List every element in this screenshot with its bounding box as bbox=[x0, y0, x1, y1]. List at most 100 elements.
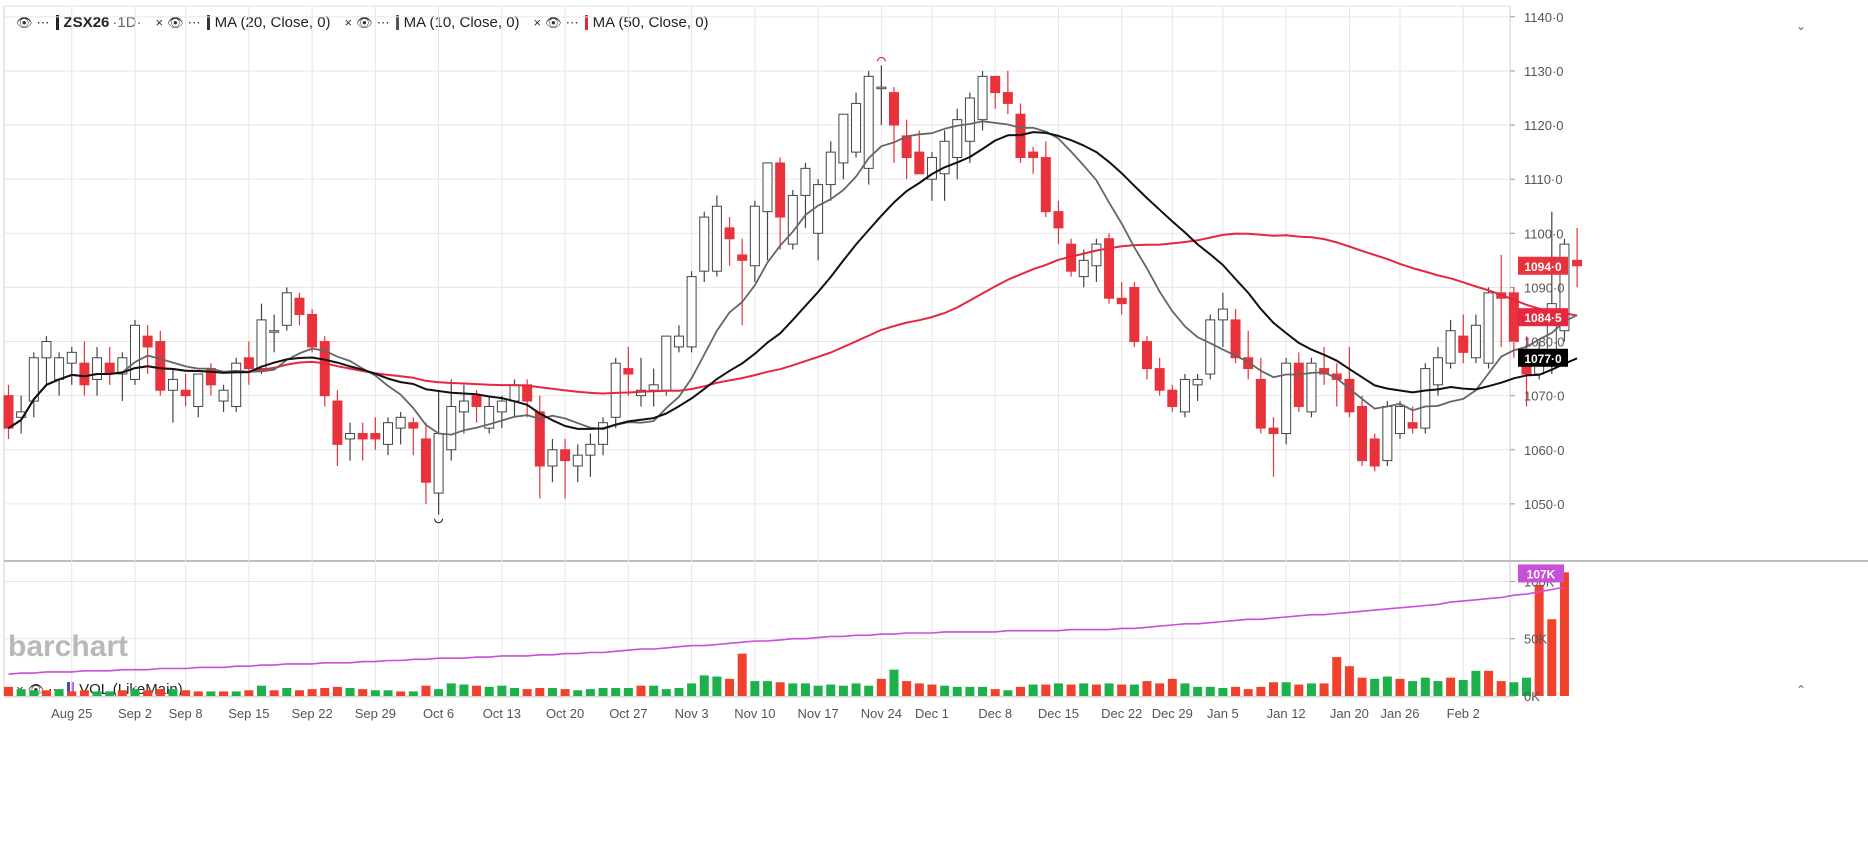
date-tick-label: Jan 20 bbox=[1330, 706, 1369, 721]
volume-bar bbox=[1205, 686, 1215, 696]
candle-body bbox=[560, 449, 571, 462]
candle-body bbox=[307, 313, 318, 348]
chevron-down-icon[interactable]: ⌄ bbox=[1796, 19, 1806, 33]
volume-bar bbox=[1509, 682, 1519, 696]
volume-bar bbox=[800, 683, 810, 696]
volume-badge bbox=[1518, 564, 1564, 583]
ma20-line bbox=[7, 131, 1578, 430]
close-icon[interactable]: × bbox=[344, 15, 353, 30]
eye-icon[interactable]: 👁 bbox=[167, 14, 184, 30]
volume-bar bbox=[636, 685, 646, 696]
axes: 1050·0 1060·0 1070·0 1080·0 1090·0 1100·0 1110… bbox=[51, 10, 1568, 721]
more-icon[interactable]: ⋯ bbox=[565, 14, 579, 30]
more-icon[interactable]: ⋯ bbox=[36, 14, 50, 30]
candle-body bbox=[1116, 297, 1127, 305]
volume-bar bbox=[775, 682, 785, 696]
candle-body bbox=[433, 433, 444, 494]
date-tick-label: Jan 5 bbox=[1207, 706, 1239, 721]
candle-body bbox=[79, 362, 90, 386]
price-badge bbox=[1518, 348, 1568, 367]
candle-body bbox=[572, 454, 583, 467]
candle-body bbox=[1268, 427, 1279, 435]
candle-body bbox=[1382, 405, 1393, 462]
volume-bar bbox=[864, 685, 874, 696]
candle-body bbox=[889, 92, 899, 126]
more-icon[interactable]: ⋯ bbox=[376, 14, 390, 30]
eye-icon[interactable]: 👁 bbox=[545, 14, 562, 30]
date-tick-label: Oct 27 bbox=[609, 706, 647, 721]
volume-bar bbox=[105, 691, 115, 696]
candle-body bbox=[243, 357, 254, 370]
volume-bar bbox=[1041, 684, 1051, 696]
candle-body bbox=[1255, 378, 1266, 429]
volume-bar bbox=[522, 689, 532, 696]
chevron-up-icon[interactable]: ⌃ bbox=[1796, 683, 1806, 697]
volume-bar bbox=[1559, 572, 1569, 696]
candle-body bbox=[193, 373, 204, 407]
candle-body bbox=[180, 389, 191, 397]
candle-body bbox=[142, 335, 153, 348]
ma20-label: MA (20, Close, 0) bbox=[214, 14, 331, 31]
volume-bar bbox=[1066, 684, 1076, 696]
candle-body bbox=[648, 384, 659, 391]
candle-body bbox=[926, 157, 937, 180]
candle-body bbox=[1230, 319, 1241, 359]
close-icon[interactable]: × bbox=[155, 15, 164, 30]
volume-bar bbox=[168, 689, 178, 696]
volume-bar bbox=[1382, 676, 1392, 696]
candle-body bbox=[117, 357, 128, 375]
volume-bar bbox=[1408, 681, 1418, 696]
volume-bar bbox=[181, 690, 191, 696]
price-tick-label: 1080·0 bbox=[1524, 335, 1564, 350]
volume-bar bbox=[1458, 679, 1468, 696]
candle-body bbox=[41, 341, 52, 359]
period-label[interactable]: ·1D· bbox=[112, 14, 142, 31]
date-tick-label: Dec 22 bbox=[1101, 706, 1142, 721]
ma10-label: MA (10, Close, 0) bbox=[403, 14, 520, 31]
volume-bar bbox=[826, 684, 836, 696]
close-icon[interactable]: × bbox=[533, 15, 542, 30]
volume-bar bbox=[535, 687, 545, 696]
price-tick-label: 1140·0 bbox=[1524, 10, 1564, 25]
volume-bar bbox=[725, 678, 735, 696]
candle-body bbox=[762, 162, 773, 213]
eye-icon[interactable]: 👁 bbox=[356, 14, 373, 30]
candle-body bbox=[585, 443, 596, 456]
volume-bar bbox=[1167, 678, 1177, 696]
volume-bar bbox=[1231, 686, 1241, 696]
more-icon[interactable]: ⋯ bbox=[187, 14, 201, 30]
volume-bar bbox=[41, 690, 51, 696]
candle-body bbox=[1432, 357, 1443, 386]
price-tick-label: 1090·0 bbox=[1524, 280, 1564, 295]
volume-bar bbox=[1319, 683, 1329, 696]
volume-bar bbox=[611, 687, 621, 696]
eye-icon[interactable]: 👁 bbox=[16, 14, 33, 30]
ma10-line bbox=[8, 120, 1578, 436]
price-tick-label: 1060·0 bbox=[1524, 443, 1564, 458]
volume-bar bbox=[1395, 678, 1405, 696]
volume-bar bbox=[231, 691, 241, 696]
volume-bar bbox=[978, 686, 988, 696]
date-tick-label: Dec 29 bbox=[1152, 706, 1193, 721]
candle-body bbox=[939, 140, 950, 175]
candle-body bbox=[1445, 330, 1456, 364]
volume-tick-label: 0K bbox=[1524, 689, 1540, 704]
volume-bar bbox=[332, 686, 342, 696]
volume-bar bbox=[1332, 657, 1342, 696]
candle-body bbox=[458, 400, 469, 413]
candle-body bbox=[1420, 368, 1431, 429]
price-tick-label: 1110·0 bbox=[1524, 172, 1563, 187]
date-tick-label: Jan 26 bbox=[1380, 706, 1419, 721]
candle-body bbox=[851, 102, 862, 153]
volume-bar bbox=[67, 691, 77, 696]
volume-bar bbox=[257, 685, 266, 696]
volume-bar bbox=[1053, 683, 1063, 696]
candle-body bbox=[231, 362, 242, 407]
volume-bar bbox=[358, 689, 368, 696]
ma10-swatch bbox=[395, 15, 399, 30]
candle-body bbox=[1040, 157, 1051, 213]
volume-bar bbox=[307, 689, 317, 696]
date-tick-label: Dec 1 bbox=[915, 706, 949, 721]
date-tick-label: Sep 15 bbox=[228, 706, 269, 721]
